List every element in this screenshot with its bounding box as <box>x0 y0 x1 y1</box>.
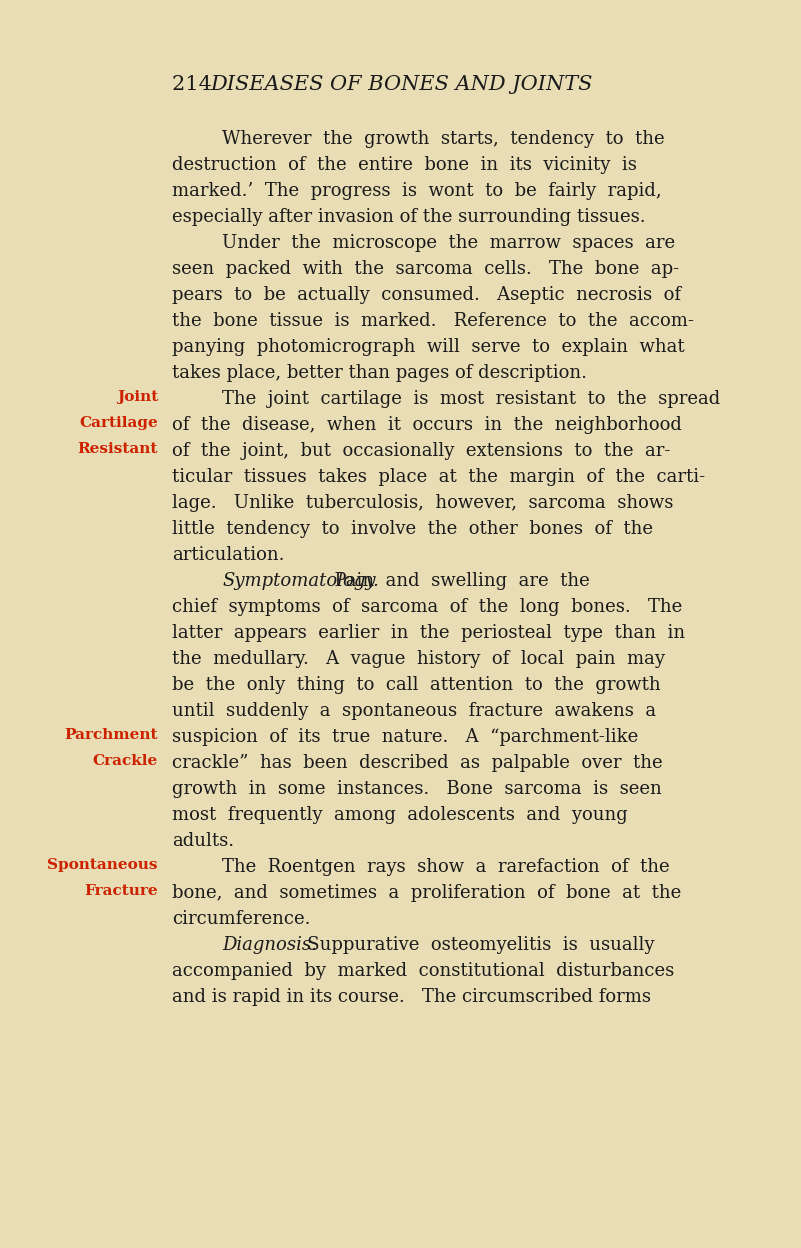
Text: Pain  and  swelling  are  the: Pain and swelling are the <box>324 572 590 590</box>
Text: of  the  disease,  when  it  occurs  in  the  neighborhood: of the disease, when it occurs in the ne… <box>172 416 682 434</box>
Text: Parchment: Parchment <box>65 728 158 743</box>
Text: Spontaneous: Spontaneous <box>47 859 158 872</box>
Text: circumference.: circumference. <box>172 910 311 929</box>
Text: Suppurative  osteomyelitis  is  usually: Suppurative osteomyelitis is usually <box>290 936 654 953</box>
Text: bone,  and  sometimes  a  proliferation  of  bone  at  the: bone, and sometimes a proliferation of b… <box>172 884 681 902</box>
Text: ticular  tissues  takes  place  at  the  margin  of  the  carti-: ticular tissues takes place at the margi… <box>172 468 705 485</box>
Text: Resistant: Resistant <box>78 442 158 456</box>
Text: Fracture: Fracture <box>84 884 158 899</box>
Text: little  tendency  to  involve  the  other  bones  of  the: little tendency to involve the other bon… <box>172 520 653 538</box>
Text: Wherever  the  growth  starts,  tendency  to  the: Wherever the growth starts, tendency to … <box>222 130 665 149</box>
Text: most  frequently  among  adolescents  and  young: most frequently among adolescents and yo… <box>172 806 628 824</box>
Text: be  the  only  thing  to  call  attention  to  the  growth: be the only thing to call attention to t… <box>172 676 661 694</box>
Text: crackle”  has  been  described  as  palpable  over  the: crackle” has been described as palpable … <box>172 754 662 773</box>
Text: adults.: adults. <box>172 832 234 850</box>
Text: destruction  of  the  entire  bone  in  its  vicinity  is: destruction of the entire bone in its vi… <box>172 156 637 173</box>
Text: and is rapid in its course.   The circumscribed forms: and is rapid in its course. The circumsc… <box>172 988 651 1006</box>
Text: until  suddenly  a  spontaneous  fracture  awakens  a: until suddenly a spontaneous fracture aw… <box>172 701 656 720</box>
Text: takes place, better than pages of description.: takes place, better than pages of descri… <box>172 364 587 382</box>
Text: Symptomatology.: Symptomatology. <box>222 572 379 590</box>
Text: lage.   Unlike  tuberculosis,  however,  sarcoma  shows: lage. Unlike tuberculosis, however, sarc… <box>172 494 674 512</box>
Text: articulation.: articulation. <box>172 547 284 564</box>
Text: Joint: Joint <box>117 389 158 404</box>
Text: of  the  joint,  but  occasionally  extensions  to  the  ar-: of the joint, but occasionally extension… <box>172 442 670 461</box>
Text: marked.’  The  progress  is  wont  to  be  fairly  rapid,: marked.’ The progress is wont to be fair… <box>172 182 662 200</box>
Text: accompanied  by  marked  constitutional  disturbances: accompanied by marked constitutional dis… <box>172 962 674 980</box>
Text: suspicion  of  its  true  nature.   A  “parchment-like: suspicion of its true nature. A “parchme… <box>172 728 638 746</box>
Text: pears  to  be  actually  consumed.   Aseptic  necrosis  of: pears to be actually consumed. Aseptic n… <box>172 286 681 305</box>
Text: especially after invasion of the surrounding tissues.: especially after invasion of the surroun… <box>172 208 646 226</box>
Text: 214: 214 <box>172 75 225 94</box>
Text: growth  in  some  instances.   Bone  sarcoma  is  seen: growth in some instances. Bone sarcoma i… <box>172 780 662 797</box>
Text: panying  photomicrograph  will  serve  to  explain  what: panying photomicrograph will serve to ex… <box>172 338 685 356</box>
Text: Diagnosis.: Diagnosis. <box>222 936 317 953</box>
Text: latter  appears  earlier  in  the  periosteal  type  than  in: latter appears earlier in the periosteal… <box>172 624 685 641</box>
Text: DISEASES OF BONES AND JOINTS: DISEASES OF BONES AND JOINTS <box>210 75 593 94</box>
Text: chief  symptoms  of  sarcoma  of  the  long  bones.   The: chief symptoms of sarcoma of the long bo… <box>172 598 682 617</box>
Text: the  medullary.   A  vague  history  of  local  pain  may: the medullary. A vague history of local … <box>172 650 665 668</box>
Text: Under  the  microscope  the  marrow  spaces  are: Under the microscope the marrow spaces a… <box>222 235 675 252</box>
Text: Cartilage: Cartilage <box>79 416 158 431</box>
Text: the  bone  tissue  is  marked.   Reference  to  the  accom-: the bone tissue is marked. Reference to … <box>172 312 694 329</box>
Text: The  joint  cartilage  is  most  resistant  to  the  spread: The joint cartilage is most resistant to… <box>222 389 720 408</box>
Text: seen  packed  with  the  sarcoma  cells.   The  bone  ap-: seen packed with the sarcoma cells. The … <box>172 260 679 278</box>
Text: Crackle: Crackle <box>93 754 158 768</box>
Text: The  Roentgen  rays  show  a  rarefaction  of  the: The Roentgen rays show a rarefaction of … <box>222 859 670 876</box>
